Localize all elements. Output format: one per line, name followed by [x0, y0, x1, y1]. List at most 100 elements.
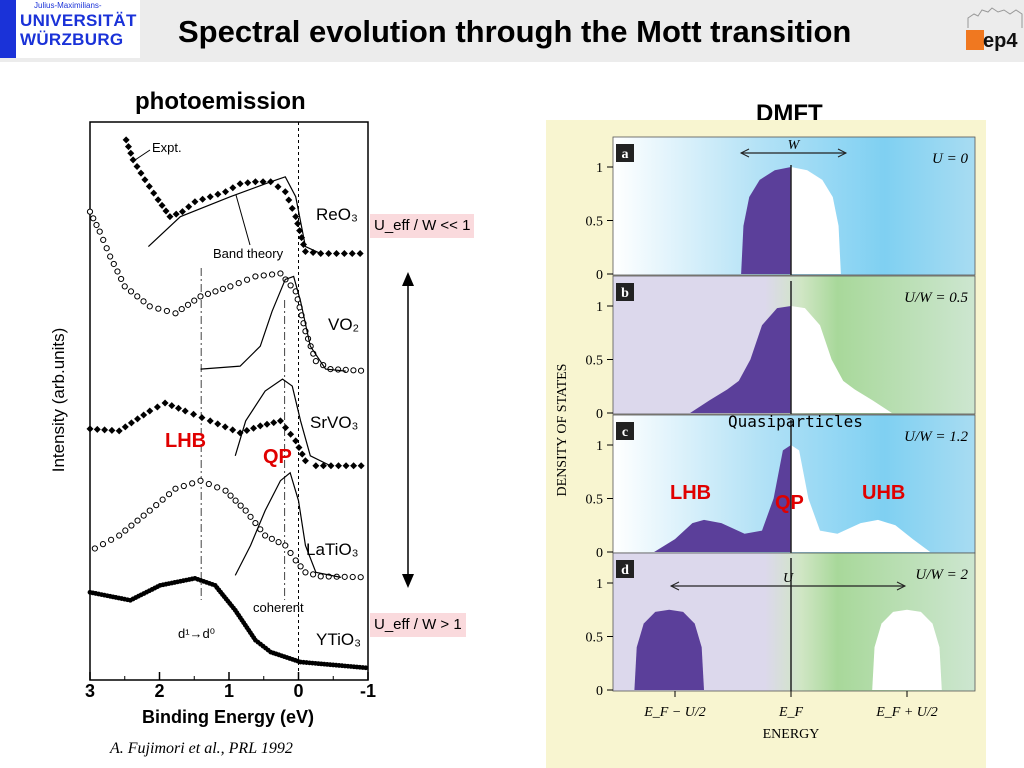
- data-point-circle: [172, 485, 179, 492]
- data-point-circle: [197, 477, 204, 484]
- data-point-circle: [128, 522, 135, 529]
- data-point-circle: [262, 532, 269, 539]
- data-point-circle: [292, 557, 299, 564]
- data-point-diamond: [298, 450, 306, 458]
- sample-label: VO₂: [328, 315, 359, 334]
- data-point-circle: [252, 519, 259, 527]
- data-point-circle: [107, 536, 115, 543]
- band-theory-curve: [200, 275, 346, 372]
- ep4-logo-square: [966, 30, 984, 50]
- y-tick-label: 0: [596, 546, 603, 561]
- sample-label: LaTiO₃: [306, 540, 359, 559]
- data-point-circle: [122, 527, 129, 534]
- occupied-dos-fill: [690, 306, 791, 413]
- x-tick-label: -1: [360, 681, 376, 701]
- data-point-circle: [227, 283, 234, 290]
- coherent-annotation: coherent: [253, 600, 304, 615]
- data-point-circle: [140, 512, 147, 519]
- data-point-diamond: [292, 213, 300, 221]
- data-point-circle: [335, 366, 342, 373]
- data-point-circle: [222, 487, 229, 494]
- data-point-diamond: [121, 423, 129, 431]
- data-point-circle: [86, 208, 94, 215]
- data-point-diamond: [350, 462, 358, 470]
- data-point-diamond: [356, 250, 364, 258]
- data-point-diamond: [274, 183, 282, 191]
- data-point-diamond: [191, 198, 199, 206]
- data-point-circle: [357, 574, 364, 581]
- arrow-left-icon: [739, 148, 750, 158]
- panel-tag-c: c: [622, 425, 628, 440]
- panel-tag-box: [616, 144, 634, 162]
- data-point-circle: [189, 480, 196, 487]
- data-point-circle: [165, 491, 173, 498]
- data-point-diamond: [198, 414, 206, 422]
- width-label: W: [788, 138, 801, 153]
- data-point-circle: [93, 221, 100, 229]
- data-point-diamond: [285, 196, 293, 204]
- data-point-diamond: [141, 176, 149, 184]
- data-point-diamond: [145, 182, 153, 190]
- data-point-diamond: [357, 462, 365, 470]
- x-tick-label: 1: [224, 681, 234, 701]
- occupied-dos-fill: [654, 445, 791, 552]
- university-logo: [16, 0, 140, 58]
- panel-tag-d: d: [621, 563, 629, 578]
- y-tick-label: 0: [596, 684, 603, 699]
- data-point-diamond: [108, 426, 116, 434]
- arrow-right-icon: [837, 148, 848, 158]
- quasiparticles-label: Quasiparticles: [728, 412, 863, 431]
- data-point-circle: [287, 282, 294, 289]
- y-tick-label: 0.5: [586, 493, 604, 508]
- data-point-circle: [341, 573, 348, 580]
- qp-label-left: QP: [263, 446, 292, 468]
- data-point-diamond: [127, 149, 135, 157]
- data-point-circle: [146, 507, 153, 514]
- data-point-circle: [91, 545, 98, 552]
- data-point-circle: [110, 260, 117, 268]
- transition-annotation: d¹→d⁰: [178, 626, 215, 641]
- data-point-diamond: [129, 156, 137, 164]
- data-point-diamond: [251, 178, 259, 186]
- qp-label-right: QP: [775, 492, 804, 514]
- data-point-circle: [107, 253, 114, 260]
- data-point-diamond: [206, 417, 214, 425]
- data-point-diamond: [288, 204, 296, 212]
- panel-label-d: U/W = 2: [915, 567, 968, 583]
- data-point-circle: [180, 482, 187, 490]
- data-point-diamond: [206, 193, 214, 201]
- panel-label-b: U/W = 0.5: [904, 290, 968, 306]
- y-tick-label: 0.5: [586, 215, 604, 230]
- energy-tick-label: E_F: [778, 705, 804, 720]
- data-point-circle: [118, 275, 125, 283]
- logo-small-text: Julius-Maximilians-: [34, 1, 102, 10]
- arrow-left-icon: [669, 581, 680, 591]
- data-point-circle: [342, 366, 349, 374]
- panel-label-c: U/W = 1.2: [904, 429, 968, 445]
- data-point-diamond: [161, 399, 169, 407]
- lower-hubbard-band-fill: [634, 609, 704, 690]
- sample-label: YTiO₃: [316, 630, 361, 649]
- data-point-diamond: [243, 427, 251, 435]
- data-point-diamond: [178, 208, 186, 216]
- data-point-diamond: [222, 188, 230, 196]
- data-point-diamond: [263, 420, 271, 428]
- ueff-large-box: U_eff / W > 1: [370, 613, 466, 637]
- lhb-label-left: LHB: [165, 430, 207, 452]
- data-point-circle: [172, 310, 179, 317]
- data-point-circle: [153, 502, 160, 509]
- y-tick-label: 0: [596, 407, 603, 422]
- data-point-diamond: [166, 213, 174, 221]
- data-point-circle: [312, 358, 319, 365]
- data-point-circle: [242, 507, 249, 514]
- data-point-diamond: [335, 462, 343, 470]
- data-point-diamond: [229, 426, 237, 434]
- data-point-diamond: [348, 250, 356, 258]
- data-point-circle: [219, 285, 227, 293]
- data-point-circle: [247, 513, 254, 520]
- y-axis-label: Intensity (arb.units): [49, 328, 68, 473]
- data-point-circle: [103, 245, 110, 252]
- data-point-diamond: [296, 227, 304, 235]
- data-point-diamond: [295, 444, 303, 451]
- data-point-diamond: [124, 143, 132, 151]
